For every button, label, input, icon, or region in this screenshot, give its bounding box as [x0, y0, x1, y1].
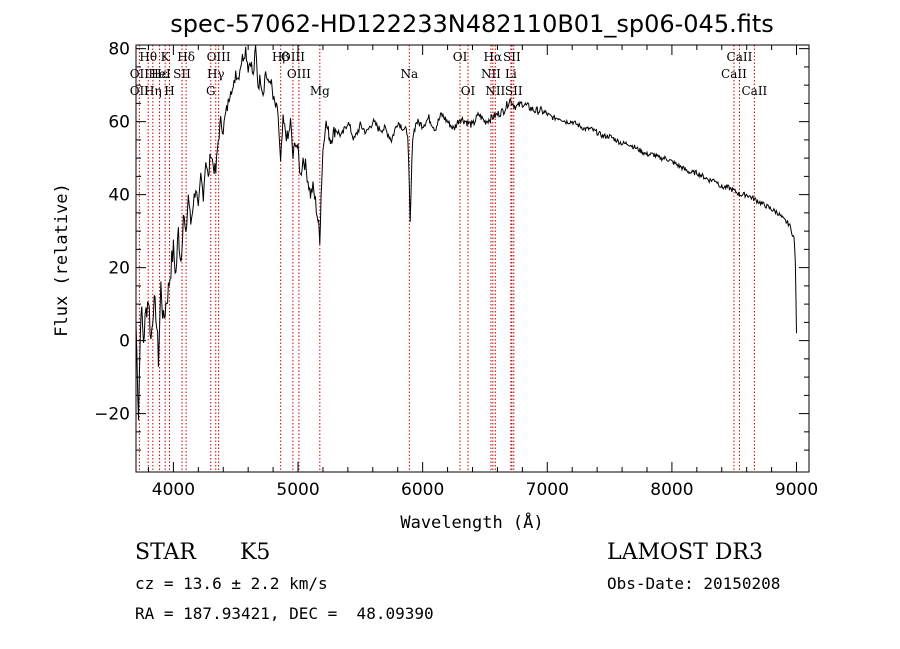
spectral-line-label: K — [161, 50, 171, 64]
coordinates-text: RA = 187.93421, DEC = 48.09390 — [135, 604, 434, 623]
spectral-line-label: SII — [173, 67, 191, 81]
spectral-line-label: NII — [485, 84, 505, 98]
spectral-line-label: Mg — [310, 84, 330, 98]
object-class: STAR — [135, 540, 196, 565]
spectral-line-label: G — [206, 84, 216, 98]
spectral-line-label: OI — [461, 84, 476, 98]
spectral-line-label: SII — [503, 50, 521, 64]
x-tick-label: 8000 — [650, 480, 693, 500]
spectral-line-label: H — [164, 84, 174, 98]
redshift-text: cz = 13.6 ± 2.2 km/s — [135, 574, 328, 593]
x-axis-label: Wavelength (Å) — [400, 511, 543, 533]
x-tick-label: 5000 — [276, 480, 319, 500]
survey-name: LAMOST DR3 — [607, 540, 763, 565]
spectral-line-label: Hδ — [177, 50, 195, 64]
spectral-line-label: CaII — [741, 84, 767, 98]
object-subclass: K5 — [240, 540, 271, 565]
spectral-line-markers — [138, 45, 755, 472]
y-tick-label: 20 — [108, 259, 130, 279]
spectral-line-label: CaII — [727, 50, 753, 64]
spectral-line-label: CaII — [721, 67, 747, 81]
y-tick-label: 80 — [108, 40, 130, 60]
x-tick-label: 7000 — [526, 480, 569, 500]
chart-title: spec-57062-HD122233N482110B01_sp06-045.f… — [170, 10, 774, 38]
y-axis-ticks: −20 0 20 40 60 80 — [94, 40, 809, 451]
y-tick-label: 40 — [108, 186, 130, 206]
plot-frame — [135, 44, 810, 473]
spectral-line-label: Hε — [151, 67, 168, 81]
obs-date: Obs-Date: 20150208 — [607, 574, 781, 593]
spectral-line-label: OII — [130, 84, 150, 98]
x-tick-label: 6000 — [401, 480, 444, 500]
spectral-line-label: OII — [130, 67, 150, 81]
y-tick-label: 60 — [108, 113, 130, 133]
spectral-line-label: Na — [400, 67, 418, 81]
x-tick-label: 4000 — [152, 480, 195, 500]
x-tick-label: 9000 — [775, 480, 818, 500]
y-tick-label: −20 — [94, 405, 130, 425]
spectral-line-label: OI — [453, 50, 468, 64]
spectral-line-label: Hθ — [139, 50, 157, 64]
y-axis-label: Flux (relative) — [52, 183, 72, 337]
spectral-line-label: Li — [505, 67, 517, 81]
spectral-line-label: OIII — [287, 67, 311, 81]
spectral-line-label: Hη — [144, 84, 162, 98]
spectral-line-label: NII — [481, 67, 501, 81]
spectral-line-label: Hγ — [207, 67, 225, 81]
spectral-line-label: Hα — [484, 50, 503, 64]
spectrum-line — [135, 45, 797, 421]
spectral-line-label: Hβ — [272, 50, 289, 64]
x-axis-ticks: 4000 5000 6000 7000 8000 9000 — [147, 45, 818, 500]
spectral-line-label: OIII — [281, 50, 305, 64]
spectral-line-label: SII — [505, 84, 523, 98]
spectral-line-label: HeI — [148, 67, 171, 81]
spectral-line-label: OIII — [207, 50, 231, 64]
y-tick-label: 0 — [119, 332, 130, 352]
